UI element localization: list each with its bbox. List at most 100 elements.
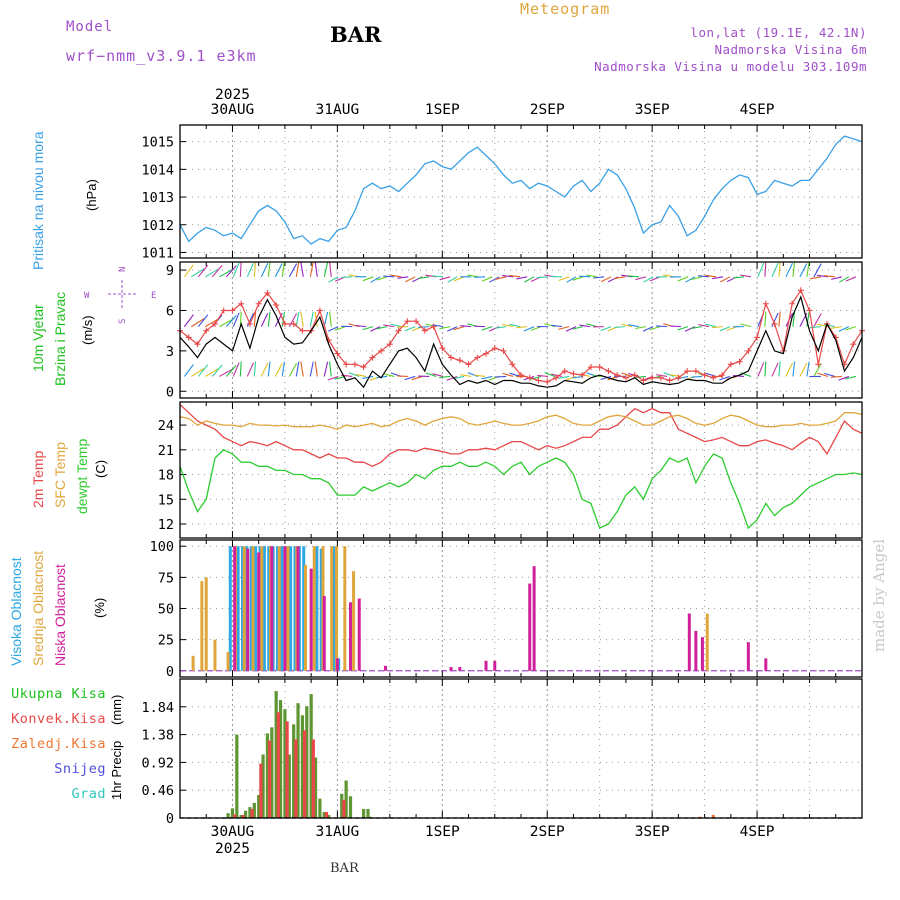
precip-bar [261,754,265,818]
wind-arrow [355,324,367,328]
pressure-line [179,135,863,245]
cloud-bar [296,546,300,671]
day-label-bottom: 1SEP [425,824,460,840]
footer-station: BAR [330,861,359,876]
temp-line-2 [179,449,863,530]
wind-arrow [439,375,451,379]
y-tick-label: 12 [158,517,174,533]
compass-w: W [84,291,90,301]
wind-arrow [524,276,535,283]
elevation-info: Nadmorska Visina 6m [714,42,867,57]
y-tick-label: 1.38 [141,728,174,744]
station-title: BAR [330,22,382,47]
wind-arrow [288,263,298,278]
wind-arrow [551,373,563,377]
day-label-bottom: 31AUG [316,824,360,840]
wind-gust-marker [369,354,376,361]
cloud-bar [322,596,326,671]
wind-arrow [274,362,283,377]
wind-gust-marker [343,361,350,368]
wind-arrow [205,368,219,377]
precip-bar [233,814,237,818]
y-tick-label: 9 [166,263,174,279]
y-tick-label: 1015 [141,135,174,151]
wind-arrow [705,274,717,278]
wind-arrow [309,261,314,277]
wind-arrow [608,276,619,283]
wind-arrow [838,326,850,332]
precip-bar [268,740,272,818]
wind-arrow [614,276,626,280]
temp-line-1 [179,412,863,430]
wind-arrow [260,362,269,377]
wind-gust-marker [378,347,385,354]
panel-frame [179,678,863,819]
wind-arrow [516,326,528,329]
wind-arrow [447,276,458,283]
wind-gust-marker [238,300,245,307]
wind-arrow [690,375,703,378]
wind-gust-marker [255,300,262,307]
cloud-bar [764,658,768,671]
wind-arrow [813,263,822,278]
wind-arrow [197,364,209,377]
wind-gust-marker [561,368,568,375]
wind-arrow [253,261,257,277]
precip-bar [311,739,315,818]
cloud-bar [267,546,271,671]
cloud-bar [286,546,290,671]
wind-arrow [813,313,822,327]
wind-gust-marker [736,358,743,365]
cloud-bar [293,546,297,671]
wind-arrow [792,361,796,377]
wind-gust-marker [185,334,192,341]
wind-arrow [732,276,745,279]
wind-arrow [655,325,668,328]
wind-arrow [183,364,194,377]
wind-arrow [376,276,388,281]
day-label-bottom: 4SEP [740,824,775,840]
wind-arrow [205,318,219,328]
wind-arrow [579,324,591,328]
wind-gust-marker [710,374,717,381]
precip-bar [302,730,307,818]
wind-arrow [792,311,796,327]
wind-gust-marker [806,307,813,314]
cloud-bar [343,546,347,671]
wind-arrow [260,263,269,278]
wind-arrow [329,261,332,277]
wind-arrow [232,312,240,327]
temp-line-0 [179,404,863,468]
wind-arrow [418,326,430,328]
meteogram-title: Meteogram [520,0,611,18]
precip-bar [257,795,261,818]
wind-gust-marker [465,361,472,368]
wind-arrow [685,276,696,283]
precip-bar [250,808,254,818]
cloud-bar [330,546,334,671]
cloud-bar [213,639,217,671]
wind-arrow [453,326,465,331]
wind-arrow [495,276,507,280]
wind-arrow [845,375,857,380]
wind-arrow [191,268,205,278]
wind-gust-marker [850,341,857,348]
wind-arrow [267,261,271,277]
wind-arrow [691,276,703,281]
wind-arrow [495,326,507,329]
wind-arrow [845,276,857,282]
wind-arrow [509,274,521,278]
wind-arrow [806,361,810,377]
wind-gust-marker [518,372,524,379]
wind-arrow [327,326,339,332]
wind-arrow [764,361,767,377]
wind-arrow [404,326,416,332]
y-tick-label: 50 [158,602,174,618]
wind-gust-marker [395,327,402,334]
wind-gust-marker [754,334,761,341]
wind-arrow [823,275,835,278]
wind-gust-marker [789,300,796,307]
precip-bar [283,709,287,818]
wind-arrow [355,373,367,377]
precip-bar [344,780,348,818]
